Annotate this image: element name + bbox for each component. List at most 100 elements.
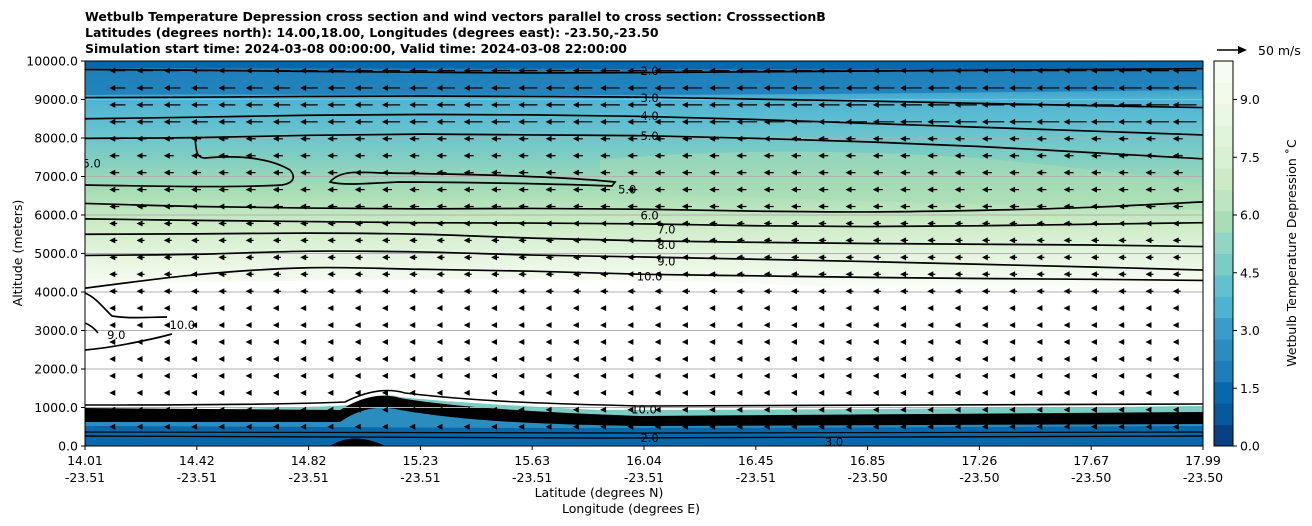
wind-vector [654,67,675,74]
wind-vector [654,389,661,396]
wind-vector [381,135,392,142]
wind-vector [845,423,852,430]
wind-vector [927,169,938,176]
wind-vector [300,220,309,227]
wind-vector [627,118,648,125]
wind-vector [327,169,338,176]
wind-vector [818,135,829,142]
wind-vector [1036,169,1047,176]
wind-vector [763,423,770,430]
x-tick-label-lon-9: -23.50 [1071,470,1111,485]
x-tick-label-lon-8: -23.50 [959,470,999,485]
wind-vector [981,220,990,227]
wind-vector [763,220,772,227]
wind-vector [109,220,118,227]
wind-vector [1090,203,1101,210]
wind-vector [1145,389,1152,396]
wind-vector [954,389,961,396]
y-tick-label-0: 0.0 [58,439,78,454]
wind-vector [763,389,770,396]
wind-vector [545,237,554,244]
wind-vector [327,152,338,159]
x-tick-label-lat-6: 16.45 [738,453,774,468]
wind-vector [163,101,181,108]
wind-vector [191,237,200,244]
wind-vector [518,355,525,362]
wind-vector [790,186,801,193]
wind-vector [218,322,225,329]
wind-vector [872,101,895,108]
wind-vector [681,355,688,362]
wind-vector [300,67,318,74]
x-axis-label-latitude: Latitude (degrees N) [535,485,664,500]
wind-vector [872,271,881,278]
wind-vector [572,186,583,193]
wind-vector [627,84,648,91]
wind-vector [545,288,554,295]
wind-vector [1145,423,1152,430]
wind-vector [872,406,879,413]
wind-vector [709,305,716,312]
wind-vector [900,84,922,91]
wind-vector [600,271,609,278]
contour-3-surface [85,431,1203,435]
wind-vector [1009,288,1018,295]
wind-vector [218,101,236,108]
wind-vector [136,186,147,193]
wind-vector [436,288,445,295]
wind-vector [681,220,690,227]
wind-vector [954,406,961,413]
wind-vector [245,186,256,193]
wind-vector [436,305,443,312]
wind-vector [1036,67,1060,74]
wind-vector [1063,288,1072,295]
contour-label-7: 9.0 [657,255,675,269]
colorbar-band-6 [1214,296,1233,319]
wind-vector [981,406,988,413]
wind-vector [790,355,797,362]
wind-vector [736,101,758,108]
wind-vector [954,372,961,379]
wind-vector [1118,288,1127,295]
contour-label-6: 8.0 [657,238,675,252]
x-tick-label-lon-2: -23.51 [288,470,328,485]
wind-vector [491,101,510,108]
wind-vector [491,237,500,244]
wind-vector [654,237,663,244]
wind-vector [790,288,799,295]
wind-vector [191,84,208,91]
wind-vector [927,220,936,227]
wind-vector [1090,305,1097,312]
wind-vector [1172,355,1179,362]
wind-vector [136,423,143,430]
wind-vector [545,406,552,413]
wind-vector [491,203,502,210]
wind-vector [518,288,527,295]
y-tick-label-10: 10000.0 [26,54,78,69]
wind-vector [736,220,745,227]
isoline-4 [85,113,1203,136]
wind-vector [681,101,703,108]
wind-vector [872,203,883,210]
wind-vector [1145,220,1154,227]
wind-vector [191,254,200,261]
wind-vector [709,101,730,108]
wind-vector [272,389,279,396]
wind-vector [572,84,593,91]
wind-vector [572,372,579,379]
wind-key-arrow-head [1238,46,1247,54]
x-tick-label-lon-7: -23.50 [847,470,887,485]
wind-vector [327,322,334,329]
wind-vector [218,288,227,295]
wind-vector [327,271,336,278]
wind-vector [300,372,307,379]
wind-vector [518,203,529,210]
wind-vector [545,271,554,278]
wind-vector [845,84,867,91]
wind-vector [327,186,338,193]
wind-vector [463,305,470,312]
wind-vector [491,118,510,125]
wind-vector [763,372,770,379]
wind-vector [627,237,636,244]
